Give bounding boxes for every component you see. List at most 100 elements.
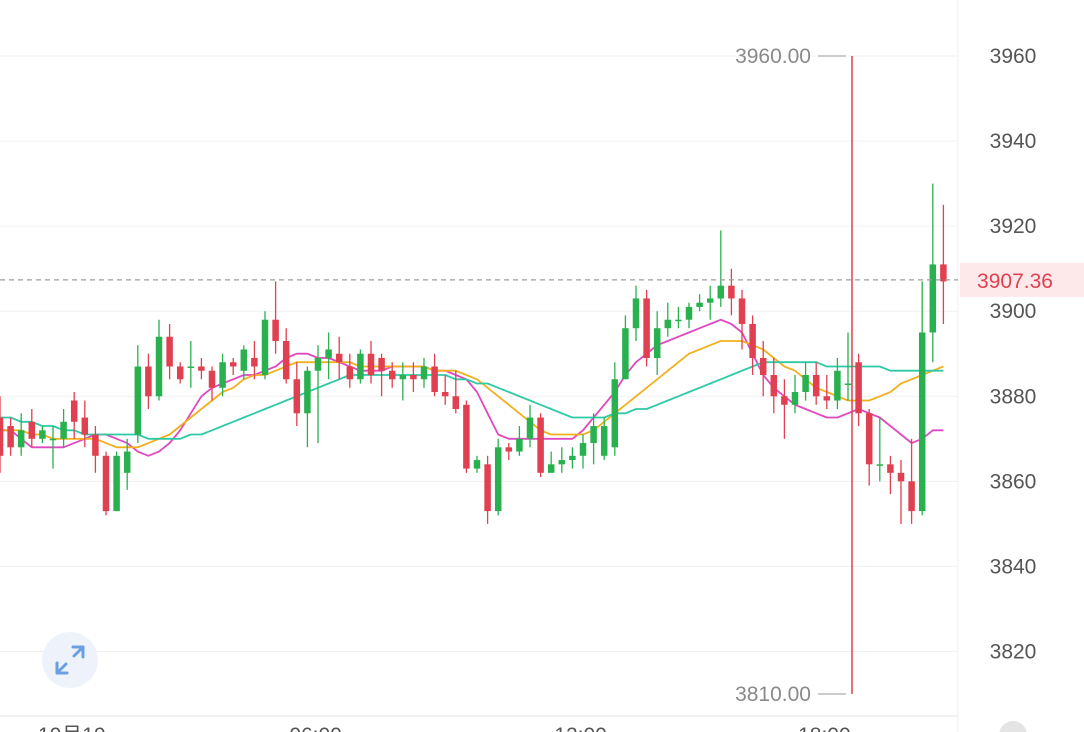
candle bbox=[622, 315, 629, 380]
candle-body bbox=[855, 362, 862, 414]
candle-body bbox=[49, 438, 57, 441]
candle-body bbox=[187, 366, 195, 368]
candle-body bbox=[378, 357, 385, 371]
candle-body bbox=[558, 460, 566, 465]
candle-body bbox=[145, 366, 152, 397]
candle bbox=[335, 336, 343, 380]
candle-body bbox=[240, 349, 248, 371]
candle-body bbox=[940, 264, 947, 282]
candle bbox=[208, 366, 216, 401]
candle-body bbox=[198, 366, 205, 371]
candle bbox=[579, 434, 587, 469]
candle-body bbox=[357, 353, 364, 380]
candle-body bbox=[367, 353, 375, 375]
candle bbox=[526, 404, 534, 448]
candle-body bbox=[134, 366, 142, 435]
candle-body bbox=[420, 366, 428, 380]
candle-body bbox=[113, 455, 120, 512]
candle bbox=[823, 375, 831, 410]
y-tick-label: 3840 bbox=[990, 555, 1037, 578]
ma-line-3 bbox=[0, 361, 944, 440]
candle bbox=[844, 332, 852, 401]
candle-body bbox=[314, 357, 322, 371]
candle-body bbox=[897, 472, 905, 482]
candle bbox=[908, 438, 915, 524]
candle-body bbox=[865, 413, 873, 465]
candle-body bbox=[452, 396, 460, 410]
candle bbox=[155, 319, 163, 401]
candle-body bbox=[70, 400, 78, 422]
visible-high-label: 3960.00 bbox=[735, 45, 811, 68]
candle bbox=[653, 311, 661, 375]
candle-body bbox=[219, 362, 226, 388]
ma-line-2 bbox=[0, 340, 944, 449]
candle bbox=[134, 345, 142, 444]
candle bbox=[600, 417, 608, 461]
candle bbox=[166, 323, 173, 380]
candle-body bbox=[60, 421, 67, 439]
candle bbox=[473, 455, 481, 473]
candle bbox=[378, 353, 385, 397]
candle bbox=[558, 447, 566, 473]
candle-body bbox=[282, 340, 290, 380]
candle-body bbox=[166, 336, 173, 367]
candle bbox=[802, 362, 809, 401]
candle bbox=[70, 392, 78, 439]
candle bbox=[92, 426, 99, 473]
candle bbox=[452, 370, 460, 414]
candle bbox=[887, 455, 894, 495]
candle bbox=[791, 375, 799, 414]
candle bbox=[494, 438, 502, 516]
candle-body bbox=[749, 323, 756, 358]
candle bbox=[399, 362, 407, 401]
candle bbox=[643, 289, 650, 367]
candle bbox=[664, 302, 672, 337]
candle bbox=[675, 306, 682, 329]
candle bbox=[219, 353, 226, 397]
candle bbox=[696, 294, 703, 312]
candle-body bbox=[812, 375, 820, 397]
candle-body bbox=[229, 362, 237, 367]
candle bbox=[261, 311, 269, 380]
candle bbox=[145, 353, 152, 410]
candle bbox=[293, 362, 301, 427]
candle bbox=[187, 340, 195, 388]
candle-body bbox=[176, 366, 184, 380]
candle bbox=[367, 340, 375, 384]
candle bbox=[357, 349, 364, 384]
candle-body bbox=[155, 336, 163, 397]
candle bbox=[229, 357, 237, 375]
candle bbox=[728, 268, 735, 316]
candle bbox=[876, 417, 884, 482]
expand-chart-button[interactable] bbox=[42, 632, 98, 688]
candle bbox=[855, 353, 862, 427]
candle bbox=[812, 362, 820, 405]
candle bbox=[738, 289, 746, 350]
candle-body bbox=[0, 417, 4, 456]
candle bbox=[632, 285, 640, 341]
candle-body bbox=[473, 460, 481, 469]
candle bbox=[463, 400, 470, 473]
candle-body bbox=[537, 417, 544, 473]
candle bbox=[81, 400, 89, 448]
candle-body bbox=[81, 417, 89, 435]
candle-body bbox=[388, 370, 396, 380]
y-tick-label: 3920 bbox=[990, 215, 1037, 238]
candle-body bbox=[675, 319, 682, 322]
candle-body bbox=[463, 404, 470, 469]
candle bbox=[272, 281, 279, 354]
candle-body bbox=[791, 392, 799, 405]
candle-body bbox=[7, 426, 14, 448]
candle-body bbox=[325, 349, 332, 358]
candle-body bbox=[834, 370, 841, 401]
candle bbox=[569, 447, 576, 469]
candle-body bbox=[335, 353, 343, 363]
candle bbox=[0, 396, 4, 473]
candle bbox=[685, 302, 693, 329]
y-tick-label: 3820 bbox=[990, 640, 1037, 663]
candle bbox=[706, 285, 714, 320]
candle-body bbox=[685, 306, 693, 320]
candle-body bbox=[431, 366, 438, 393]
candle-body bbox=[123, 451, 131, 473]
